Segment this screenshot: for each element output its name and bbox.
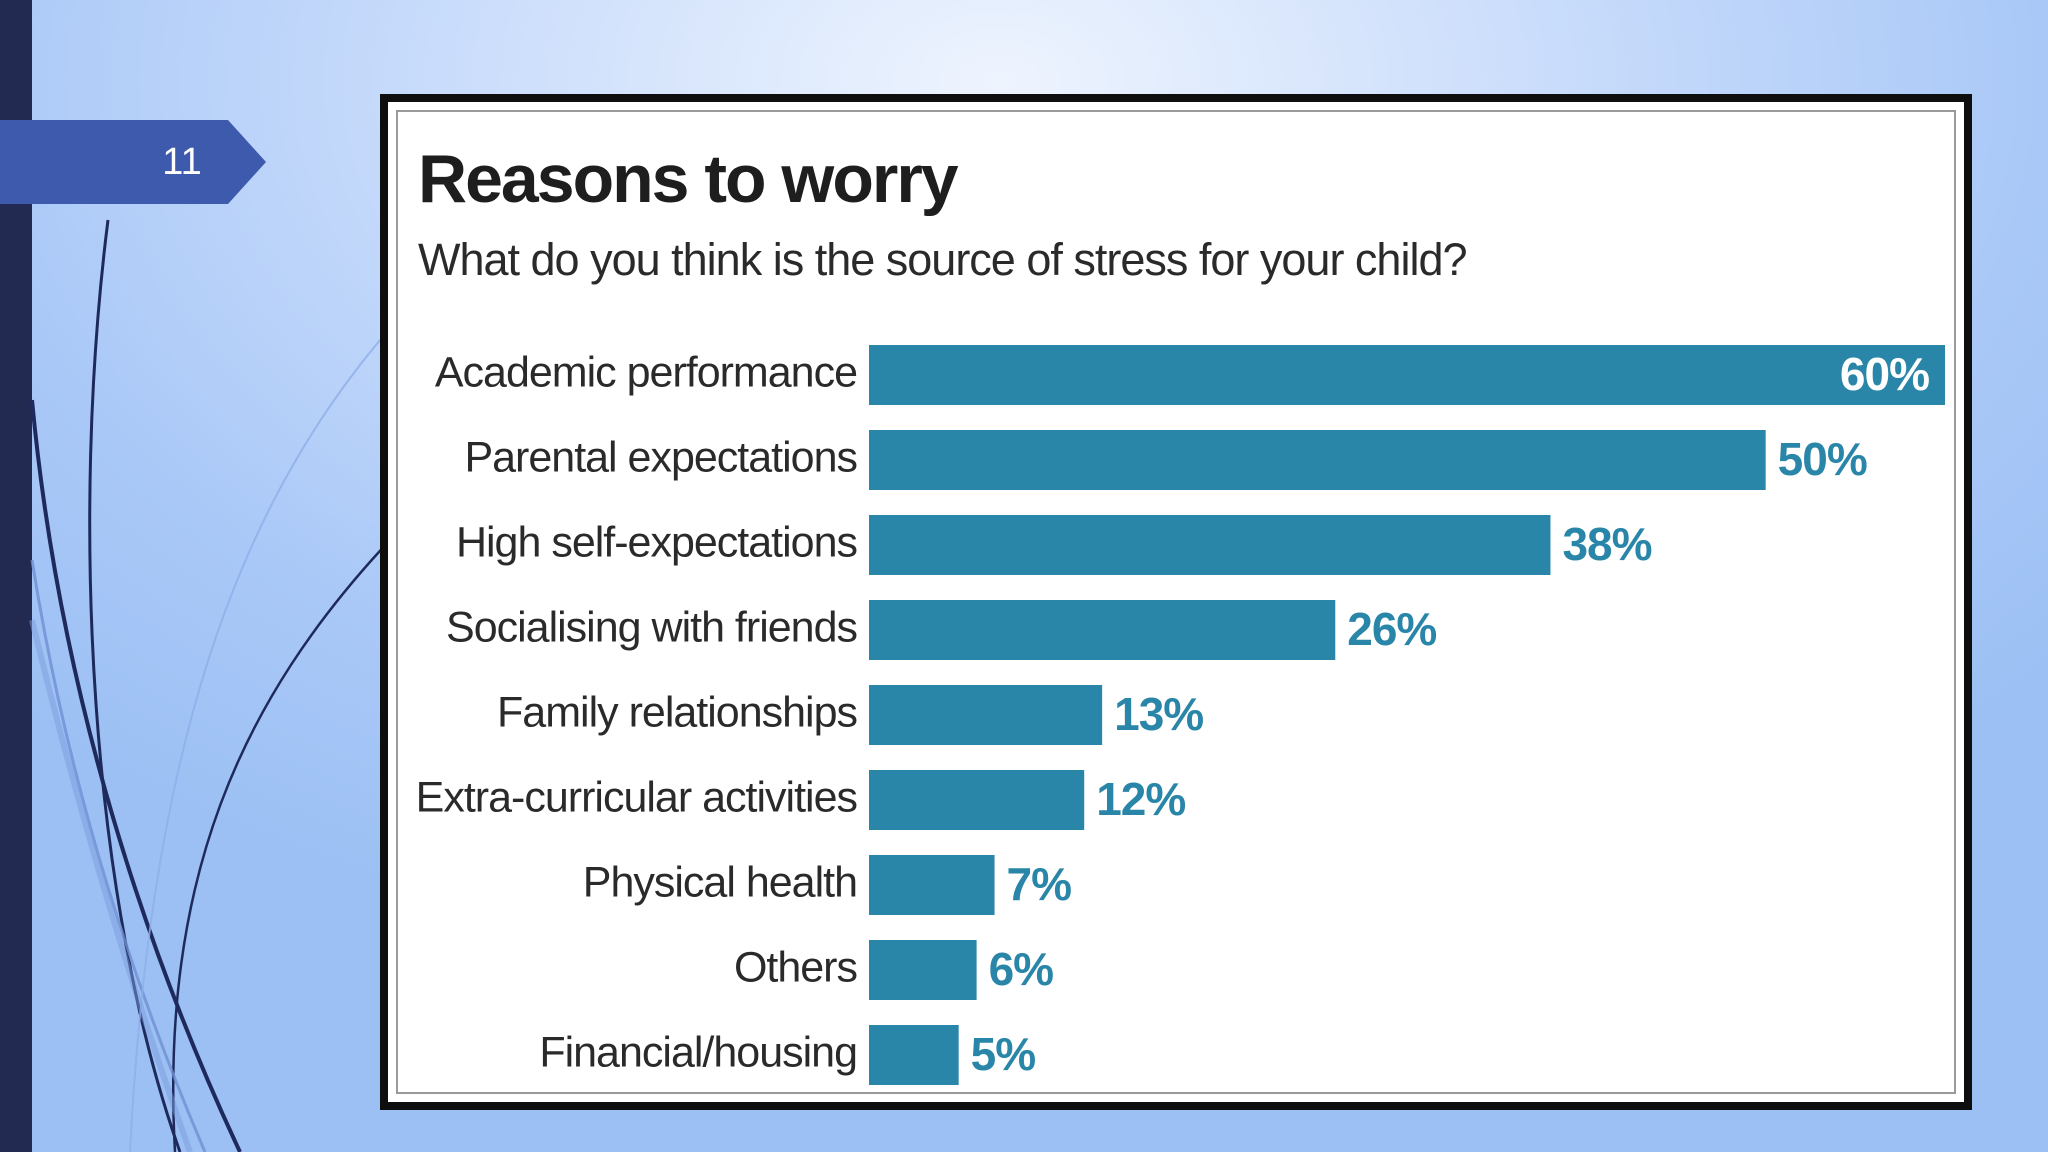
- slide-number-tab: 11: [0, 120, 266, 204]
- category-label: High self-expectations: [456, 518, 857, 566]
- bar: [869, 855, 995, 915]
- category-label: Financial/housing: [539, 1028, 857, 1076]
- category-label: Extra-curricular activities: [416, 773, 857, 821]
- value-label: 6%: [989, 943, 1054, 995]
- value-label: 60%: [1840, 348, 1929, 400]
- value-label: 12%: [1096, 773, 1185, 825]
- bar: [869, 940, 977, 1000]
- bar: [869, 600, 1336, 660]
- value-label: 38%: [1562, 518, 1651, 570]
- bar: [869, 430, 1766, 490]
- category-label: Socialising with friends: [446, 603, 857, 651]
- bar: [869, 770, 1085, 830]
- value-label: 7%: [1007, 858, 1072, 910]
- slide-number: 11: [162, 141, 202, 183]
- category-label: Others: [734, 943, 857, 991]
- value-label: 26%: [1347, 603, 1436, 655]
- chart-frame: Reasons to worry What do you think is th…: [380, 94, 1972, 1110]
- bar-chart: Academic performance 60% Parental expectat…: [416, 345, 1945, 1085]
- value-label: 50%: [1778, 433, 1867, 485]
- chart-frame-border: Reasons to worry What do you think is th…: [388, 102, 1964, 1102]
- bar: [869, 345, 1945, 405]
- category-label: Physical health: [583, 858, 857, 906]
- category-label: Academic performance: [435, 348, 857, 396]
- chart-panel: Reasons to worry What do you think is th…: [396, 110, 1956, 1094]
- bar: [869, 515, 1551, 575]
- value-label: 13%: [1114, 688, 1203, 740]
- chart-subtitle: What do you think is the source of stres…: [418, 234, 1468, 285]
- bar: [869, 1025, 959, 1085]
- value-label: 5%: [971, 1028, 1036, 1080]
- category-label: Family relationships: [497, 688, 857, 736]
- bar: [869, 685, 1103, 745]
- category-label: Parental expectations: [464, 433, 857, 481]
- chart-title: Reasons to worry: [418, 141, 959, 217]
